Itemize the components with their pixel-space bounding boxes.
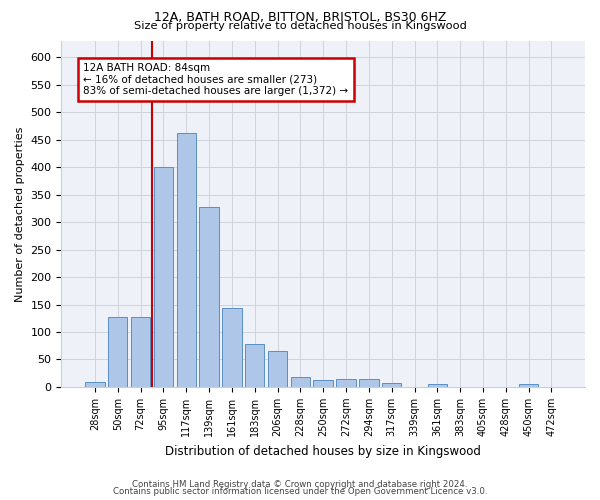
Bar: [313, 380, 333, 387]
Bar: [154, 166, 173, 387]
Text: Contains public sector information licensed under the Open Government Licence v3: Contains public sector information licen…: [113, 488, 487, 496]
Bar: [359, 378, 379, 387]
Bar: [519, 384, 538, 387]
X-axis label: Distribution of detached houses by size in Kingswood: Distribution of detached houses by size …: [165, 444, 481, 458]
Bar: [337, 378, 356, 387]
Bar: [131, 316, 150, 387]
Bar: [85, 382, 104, 387]
Y-axis label: Number of detached properties: Number of detached properties: [15, 126, 25, 302]
Bar: [199, 207, 219, 387]
Bar: [268, 352, 287, 387]
Bar: [245, 344, 265, 387]
Text: Contains HM Land Registry data © Crown copyright and database right 2024.: Contains HM Land Registry data © Crown c…: [132, 480, 468, 489]
Bar: [290, 376, 310, 387]
Bar: [382, 382, 401, 387]
Text: 12A, BATH ROAD, BITTON, BRISTOL, BS30 6HZ: 12A, BATH ROAD, BITTON, BRISTOL, BS30 6H…: [154, 11, 446, 24]
Bar: [222, 308, 242, 387]
Bar: [176, 132, 196, 387]
Bar: [108, 316, 127, 387]
Text: 12A BATH ROAD: 84sqm
← 16% of detached houses are smaller (273)
83% of semi-deta: 12A BATH ROAD: 84sqm ← 16% of detached h…: [83, 63, 349, 96]
Text: Size of property relative to detached houses in Kingswood: Size of property relative to detached ho…: [134, 21, 466, 31]
Bar: [428, 384, 447, 387]
